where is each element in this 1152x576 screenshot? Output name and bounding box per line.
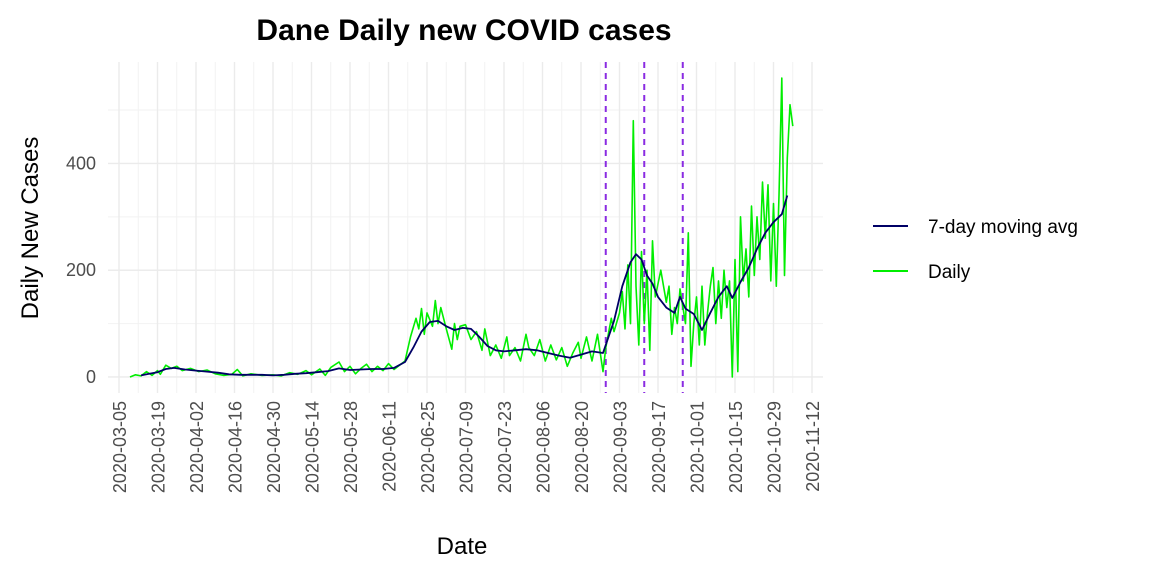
x-tick-label: 2020-07-23: [495, 401, 515, 493]
y-tick-label: 400: [66, 153, 96, 173]
x-tick-label: 2020-03-19: [149, 401, 169, 493]
x-tick-label: 2020-04-16: [226, 401, 246, 493]
x-tick-label: 2020-05-14: [303, 401, 323, 493]
chart-title: Dane Daily new COVID cases: [256, 14, 671, 47]
x-tick-label: 2020-10-15: [726, 401, 746, 493]
y-tick-label: 200: [66, 260, 96, 280]
legend: 7-day moving avg Daily: [873, 217, 1078, 283]
x-tick-label: 2020-06-25: [418, 401, 438, 493]
x-tick-label: 2020-11-12: [803, 401, 823, 492]
x-tick-label: 2020-06-11: [380, 401, 400, 492]
x-tick-label: 2020-08-06: [534, 401, 554, 493]
x-tick-label: 2020-08-20: [572, 401, 592, 493]
x-tick-label: 2020-09-17: [649, 401, 669, 493]
y-axis-title: Daily New Cases: [17, 137, 44, 320]
legend-label-moving-avg: 7-day moving avg: [928, 217, 1078, 238]
x-tick-label: 2020-05-28: [341, 401, 361, 493]
tick-layer: 0 200 400 2020-03-05 2020-03-19 2020-04-02 202…: [66, 153, 823, 493]
x-axis-title: Date: [437, 533, 488, 560]
x-tick-label: 2020-03-05: [110, 401, 130, 493]
x-tick-label: 2020-10-29: [765, 401, 785, 493]
x-tick-label: 2020-07-09: [457, 401, 477, 493]
x-tick-label: 2020-10-01: [688, 401, 708, 493]
grid-layer: [108, 62, 823, 393]
vline-layer: [604, 62, 684, 393]
x-tick-label: 2020-09-03: [611, 401, 631, 493]
legend-label-daily: Daily: [928, 262, 971, 283]
x-tick-label: 2020-04-02: [187, 401, 207, 493]
series-line-moving-avg: [140, 195, 789, 377]
y-tick-label: 0: [86, 367, 96, 387]
series-layer: [129, 77, 794, 378]
x-tick-label: 2020-04-30: [264, 401, 284, 493]
